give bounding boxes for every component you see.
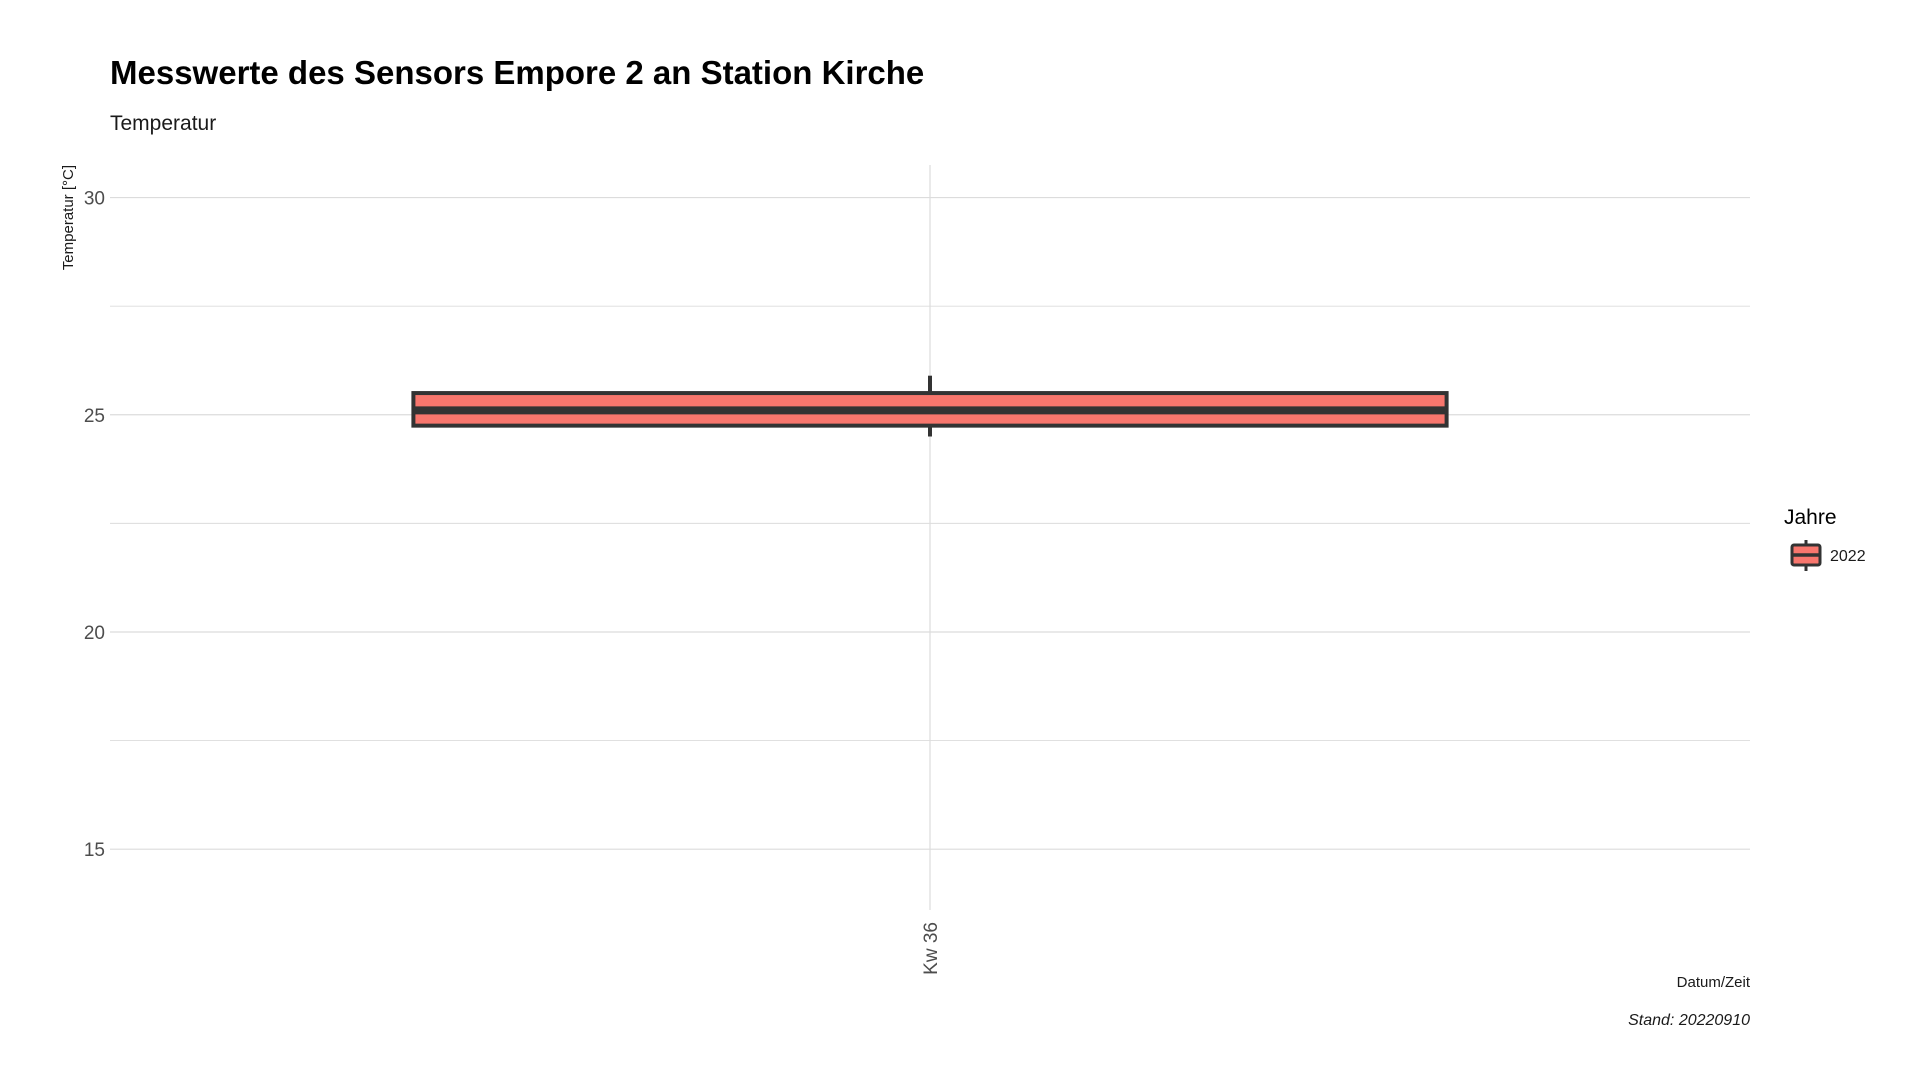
y-tick-label-25: 25 <box>84 406 105 427</box>
x-tick-label: Kw 36 <box>921 922 942 975</box>
legend-label-2022: 2022 <box>1830 548 1866 565</box>
legend: Jahre 2022 <box>1784 506 1866 571</box>
y-tick-label-30: 30 <box>84 189 105 210</box>
x-axis-title: Datum/Zeit <box>1677 974 1751 991</box>
x-axis-ticks: Kw 36 <box>921 922 942 975</box>
grid-lines <box>110 165 1750 910</box>
boxplot-box-2022 <box>411 375 1449 437</box>
chart-subtitle: Temperatur <box>110 112 216 135</box>
y-axis-title: Temperatur [°C] <box>60 165 77 270</box>
legend-title: Jahre <box>1784 506 1837 529</box>
chart-title: Messwerte des Sensors Empore 2 an Statio… <box>110 54 924 91</box>
y-tick-label-15: 15 <box>84 840 105 861</box>
legend-key-2022 <box>1790 540 1822 571</box>
y-axis-ticks: 15 20 25 30 <box>84 189 105 862</box>
y-tick-label-20: 20 <box>84 623 105 644</box>
caption: Stand: 20220910 <box>1628 1012 1750 1029</box>
boxplot-layer <box>411 375 1449 437</box>
